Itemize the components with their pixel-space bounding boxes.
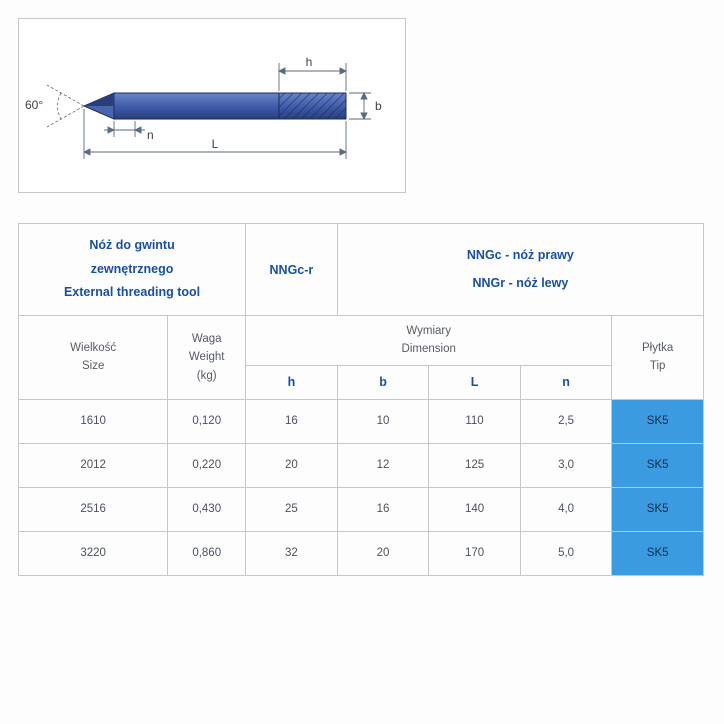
hdr-tip: Płytka Tip — [612, 316, 704, 400]
cell-h: 20 — [246, 443, 338, 487]
title-left-line2: zewnętrznego — [91, 262, 174, 276]
cell-size: 3220 — [19, 531, 168, 575]
cell-weight: 0,430 — [168, 487, 246, 531]
cell-size: 1610 — [19, 399, 168, 443]
cell-n: 4,0 — [520, 487, 612, 531]
cell-n: 2,5 — [520, 399, 612, 443]
cell-weight: 0,860 — [168, 531, 246, 575]
cell-weight: 0,120 — [168, 399, 246, 443]
angle-label: 60° — [25, 98, 43, 112]
cell-L: 110 — [429, 399, 521, 443]
cell-tip: SK5 — [612, 443, 704, 487]
title-mid: NNGc-r — [246, 224, 338, 316]
cell-tip: SK5 — [612, 531, 704, 575]
cell-n: 5,0 — [520, 531, 612, 575]
title-right-line1: NNGc - nóż prawy — [467, 248, 574, 262]
cell-tip: SK5 — [612, 399, 704, 443]
table-row: 2516 0,430 25 16 140 4,0 SK5 — [19, 487, 704, 531]
diagram-svg: 60° h b n — [19, 19, 407, 194]
cell-b: 16 — [337, 487, 429, 531]
cell-h: 32 — [246, 531, 338, 575]
cell-h: 25 — [246, 487, 338, 531]
cell-L: 125 — [429, 443, 521, 487]
table-row: 1610 0,120 16 10 110 2,5 SK5 — [19, 399, 704, 443]
title-left-line3: External threading tool — [64, 285, 200, 299]
dim-b-label: b — [375, 99, 382, 113]
cell-h: 16 — [246, 399, 338, 443]
cell-weight: 0,220 — [168, 443, 246, 487]
hdr-n: n — [520, 365, 612, 399]
hdr-L: L — [429, 365, 521, 399]
cell-tip: SK5 — [612, 487, 704, 531]
title-right: NNGc - nóż prawy NNGr - nóż lewy — [337, 224, 703, 316]
hdr-size: Wielkość Size — [19, 316, 168, 400]
hdr-dimension: Wymiary Dimension — [246, 316, 612, 366]
cell-L: 140 — [429, 487, 521, 531]
dim-L-label: L — [212, 137, 219, 151]
hdr-b: b — [337, 365, 429, 399]
cell-b: 10 — [337, 399, 429, 443]
table-row: 2012 0,220 20 12 125 3,0 SK5 — [19, 443, 704, 487]
hdr-h: h — [246, 365, 338, 399]
dim-n-label: n — [147, 128, 154, 142]
cell-size: 2012 — [19, 443, 168, 487]
title-left-line1: Nóż do gwintu — [89, 238, 174, 252]
table-row: 3220 0,860 32 20 170 5,0 SK5 — [19, 531, 704, 575]
cell-size: 2516 — [19, 487, 168, 531]
hdr-weight: Waga Weight (kg) — [168, 316, 246, 400]
cell-n: 3,0 — [520, 443, 612, 487]
title-left: Nóż do gwintu zewnętrznego External thre… — [19, 224, 246, 316]
technical-diagram: 60° h b n — [18, 18, 406, 193]
dim-h-label: h — [306, 55, 313, 69]
spec-table: Nóż do gwintu zewnętrznego External thre… — [18, 223, 704, 576]
cell-b: 12 — [337, 443, 429, 487]
cell-b: 20 — [337, 531, 429, 575]
cell-L: 170 — [429, 531, 521, 575]
title-right-line2: NNGr - nóż lewy — [472, 276, 568, 290]
